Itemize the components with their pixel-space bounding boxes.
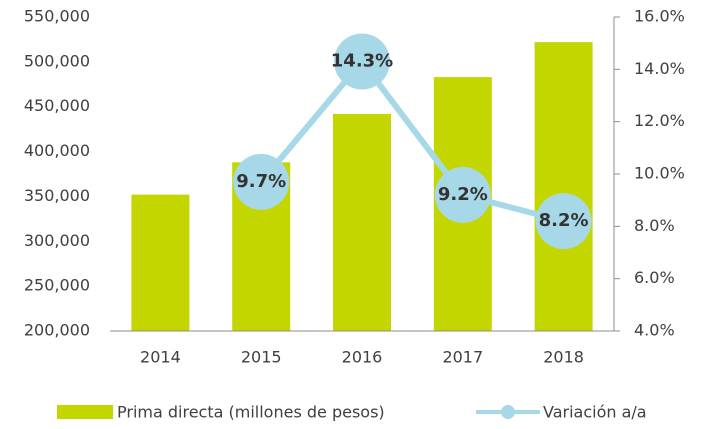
line <box>258 56 565 225</box>
y2-tick-label: 10.0% <box>634 164 685 183</box>
value-label: 9.2% <box>438 184 488 205</box>
legend-label: Variación a/a <box>543 403 647 422</box>
y-tick-label: 450,000 <box>24 96 90 115</box>
y-tick-label: 350,000 <box>24 186 90 205</box>
y-tick-label: 250,000 <box>24 276 90 295</box>
bar <box>131 194 190 331</box>
y2-tick-label: 6.0% <box>634 268 675 287</box>
y2-tick-label: 14.0% <box>634 59 685 78</box>
marker <box>535 193 592 250</box>
y2-tick-label: 4.0% <box>634 321 675 340</box>
y-tick-label: 500,000 <box>24 51 90 70</box>
value-label: 14.3% <box>331 50 393 71</box>
y2-tick-label: 8.0% <box>634 216 675 235</box>
x-tick-label: 2016 <box>342 348 383 367</box>
x-tick-label: 2015 <box>241 348 282 367</box>
value-label: 8.2% <box>539 210 589 231</box>
legend-swatch <box>501 405 515 419</box>
legend-swatch <box>57 405 113 419</box>
y-tick-label: 400,000 <box>24 141 90 160</box>
marker <box>434 166 491 223</box>
x-tick-label: 2018 <box>543 348 584 367</box>
y2-tick-label: 12.0% <box>634 111 685 130</box>
marker <box>233 153 290 210</box>
bar <box>534 42 593 332</box>
y2-tick-label: 16.0% <box>634 7 685 26</box>
x-tick-label: 2017 <box>442 348 483 367</box>
y-tick-label: 200,000 <box>24 321 90 340</box>
y-tick-label: 300,000 <box>24 231 90 250</box>
x-tick-label: 2014 <box>140 348 181 367</box>
marker <box>334 33 390 90</box>
bar <box>333 113 391 332</box>
legend-label: Prima directa (millones de pesos) <box>117 403 385 422</box>
y-tick-label: 550,000 <box>24 7 90 26</box>
value-label: 9.7% <box>236 171 286 192</box>
